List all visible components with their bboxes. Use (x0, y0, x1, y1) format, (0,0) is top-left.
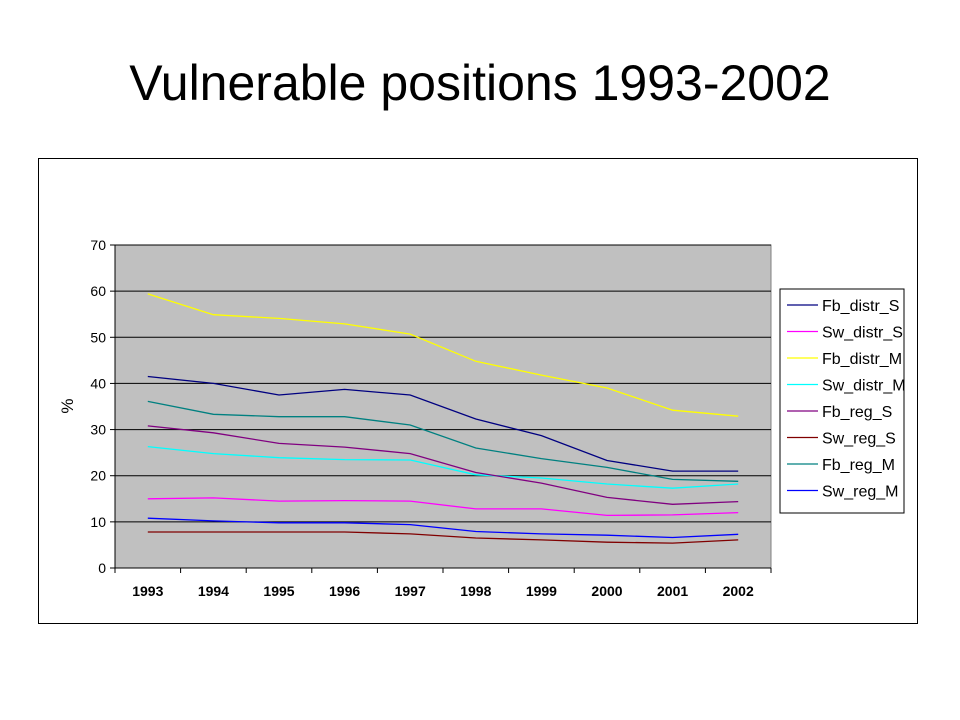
x-tick-label: 1995 (263, 583, 294, 599)
x-tick-label: 1997 (395, 583, 426, 599)
y-tick-label: 50 (90, 329, 106, 345)
x-tick-label: 1993 (132, 583, 163, 599)
series-line-sw-reg-s (147, 531, 739, 544)
plot-area: 0 10 20 30 40 50 60 70 1993 1994 1995 1996 1997 1998 1… (58, 237, 772, 599)
x-tick-label: 2002 (723, 583, 754, 599)
legend-label: Sw_reg_S (822, 431, 896, 448)
y-axis-label: % (58, 398, 77, 413)
y-tick-label: 40 (90, 375, 106, 391)
legend: Fb_distr_S Sw_distr_S Fb_distr_M Sw_distr_M… (779, 288, 906, 514)
y-tick-label: 60 (90, 283, 106, 299)
legend-label: Sw_reg_M (822, 484, 898, 501)
x-tick-label: 1999 (526, 583, 557, 599)
y-tick-label: 70 (90, 237, 106, 253)
legend-label: Sw_distr_M (822, 378, 906, 395)
slide-title: Vulnerable positions 1993-2002 (129, 55, 831, 111)
y-tick-label: 20 (90, 468, 106, 484)
series-line-fb-distr-s (147, 375, 739, 472)
legend-box (779, 288, 905, 514)
x-tick-label: 1998 (460, 583, 491, 599)
x-tick-label: 1996 (329, 583, 360, 599)
y-tick-label: 10 (90, 514, 106, 530)
series-line-fb-distr-m (147, 293, 739, 417)
series-line-fb-reg-m (147, 400, 739, 482)
legend-label: Fb_reg_M (822, 457, 895, 474)
series-line-sw-reg-m (147, 517, 739, 539)
series-line-sw-distr-s (147, 497, 739, 517)
series-line-fb-reg-s (147, 425, 739, 505)
legend-label: Fb_reg_S (822, 404, 892, 421)
series-line-sw-distr-m (147, 445, 739, 489)
x-tick-label: 2001 (657, 583, 688, 599)
y-tick-label: 0 (98, 560, 106, 576)
line-chart: 0 10 20 30 40 50 60 70 1993 1994 1995 1996 1997 1998 1… (58, 237, 906, 599)
x-tick-label: 2000 (591, 583, 622, 599)
x-tick-label: 1994 (198, 583, 229, 599)
chart-area: 0 10 20 30 40 50 60 70 1993 1994 1995 1996 1997 1998 1… (38, 158, 918, 624)
y-tick-label: 30 (90, 422, 106, 438)
legend-label: Fb_distr_S (822, 298, 899, 315)
legend-label: Fb_distr_M (822, 351, 902, 368)
legend-label: Sw_distr_S (822, 325, 903, 342)
